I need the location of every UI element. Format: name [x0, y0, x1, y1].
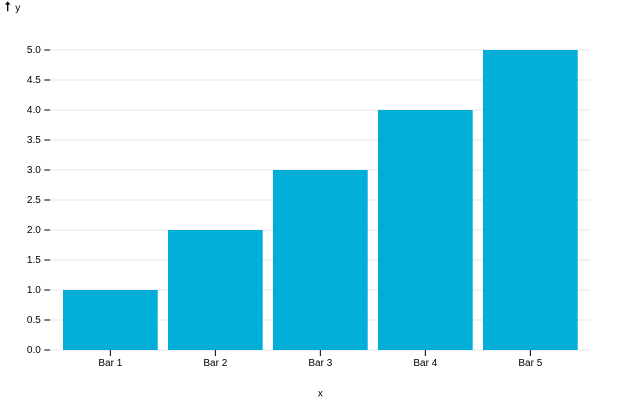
svg-text:5.0: 5.0 — [27, 45, 41, 56]
svg-text:Bar 2: Bar 2 — [203, 358, 227, 369]
svg-text:4.5: 4.5 — [27, 75, 41, 86]
svg-text:3.0: 3.0 — [27, 165, 41, 176]
svg-text:0.5: 0.5 — [27, 315, 41, 326]
svg-text:Bar 3: Bar 3 — [308, 358, 332, 369]
svg-text:1.0: 1.0 — [27, 285, 41, 296]
svg-text:1.5: 1.5 — [27, 255, 41, 266]
svg-text:0.0: 0.0 — [27, 345, 41, 356]
svg-text:2.5: 2.5 — [27, 195, 41, 206]
svg-text:2.0: 2.0 — [27, 225, 41, 236]
svg-text:Bar 5: Bar 5 — [518, 358, 542, 369]
svg-text:4.0: 4.0 — [27, 105, 41, 116]
svg-text:y: y — [15, 3, 20, 14]
svg-text:Bar 1: Bar 1 — [98, 358, 122, 369]
svg-text:Bar 4: Bar 4 — [413, 358, 437, 369]
svg-text:3.5: 3.5 — [27, 135, 41, 146]
svg-text:x: x — [318, 388, 323, 399]
